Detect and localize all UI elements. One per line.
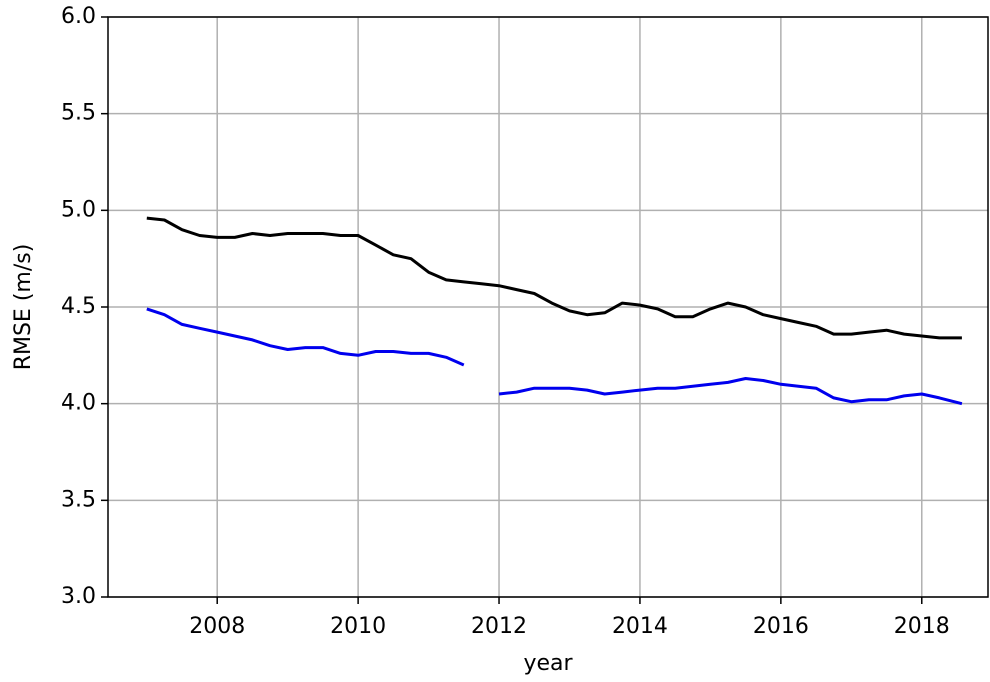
x-tick-label: 2016 (753, 614, 809, 639)
x-tick-label: 2018 (894, 614, 950, 639)
y-tick-label: 4.0 (61, 391, 96, 416)
plot-frame (107, 16, 989, 598)
y-tick-label: 6.0 (61, 4, 96, 29)
x-tick-label: 2012 (471, 614, 527, 639)
y-tick-label: 5.5 (61, 101, 96, 126)
line-series (146, 307, 963, 406)
x-tick-label: 2008 (189, 614, 245, 639)
line-series (146, 216, 962, 340)
x-tick-label: 2010 (330, 614, 386, 639)
y-tick-label: 3.0 (61, 584, 96, 609)
y-axis-label: RMSE (m/s) (11, 244, 36, 371)
y-tick-label: 5.0 (61, 197, 96, 222)
y-tick-label: 3.5 (61, 487, 96, 512)
y-tick-label: 4.5 (61, 294, 96, 319)
x-tick-label: 2014 (612, 614, 668, 639)
x-axis-label: year (523, 651, 573, 676)
